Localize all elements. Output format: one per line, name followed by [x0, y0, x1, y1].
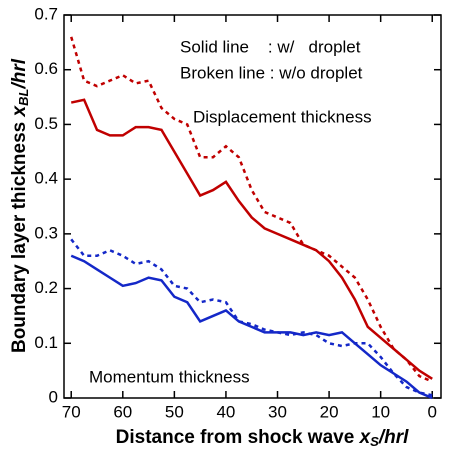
x-tick-label: 50	[165, 402, 184, 421]
y-tick-label: 0.7	[34, 4, 58, 23]
annotation: Solid line : w/ droplet	[180, 37, 361, 56]
y-tick-label: 0.5	[34, 114, 58, 133]
x-tick-label: 30	[268, 402, 287, 421]
series-line	[70, 36, 433, 383]
y-tick-label: 0.3	[34, 223, 58, 242]
y-title-var: x	[9, 104, 30, 117]
plot-frame	[63, 14, 442, 399]
series-line	[70, 98, 433, 380]
series-line	[70, 254, 433, 400]
y-title-unit: /hrl	[9, 58, 30, 89]
x-tick-label: 0	[427, 402, 436, 421]
x-tick-label: 10	[371, 402, 390, 421]
x-title-var: x	[359, 427, 372, 448]
x-title-text: Distance from shock wave	[116, 427, 360, 448]
x-tick-label: 70	[62, 402, 81, 421]
y-title-text: Boundary layer thickness	[9, 116, 30, 353]
y-tick-label: 0	[49, 387, 58, 406]
x-title-sub: S	[370, 434, 379, 449]
x-tick-label: 20	[320, 402, 339, 421]
x-tick-label: 60	[113, 402, 132, 421]
y-title-sub: BL	[16, 89, 31, 106]
x-title-unit: /hrl	[378, 427, 409, 448]
x-axis-title: Distance from shock wave xS/hrl	[116, 427, 409, 449]
annotation: Displacement thickness	[193, 107, 372, 126]
y-axis-title: Boundary layer thickness xBL/hrl	[9, 58, 31, 353]
x-tick-label: 40	[216, 402, 235, 421]
y-tick-label: 0.6	[34, 59, 58, 78]
y-tick-label: 0.1	[34, 333, 58, 352]
y-tick-label: 0.4	[34, 169, 58, 188]
annotation: Momentum thickness	[89, 367, 250, 386]
y-tick-label: 0.2	[34, 278, 58, 297]
annotation: Broken line : w/o droplet	[180, 63, 363, 82]
